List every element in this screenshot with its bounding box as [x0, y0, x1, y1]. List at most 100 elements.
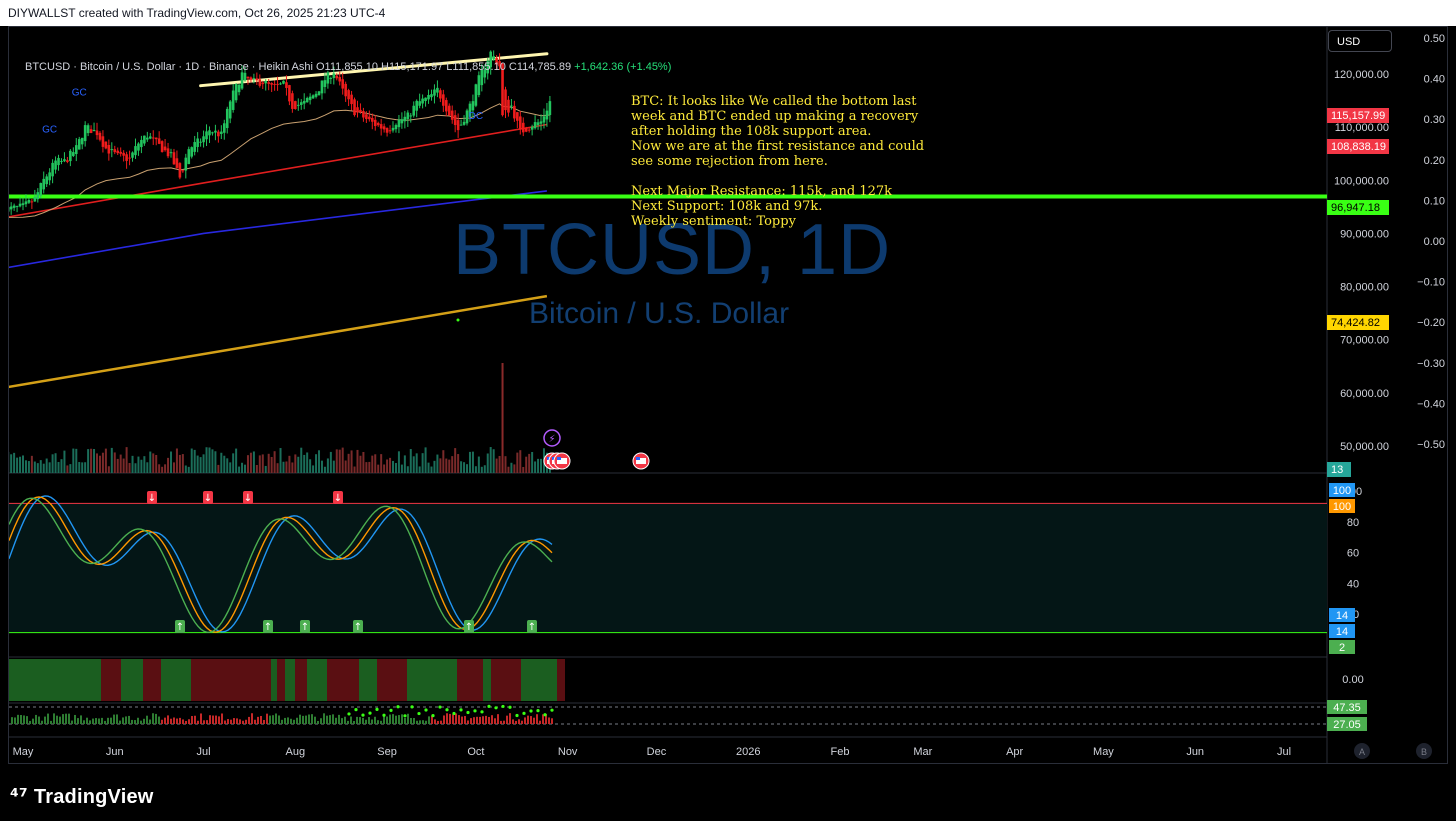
trend-band-segment [359, 659, 377, 701]
volume-bar [24, 460, 27, 473]
momentum-bar [101, 717, 103, 724]
momentum-bar [344, 716, 346, 724]
volume-bar [537, 458, 540, 473]
candle-body [237, 84, 241, 93]
volume-bar [170, 451, 173, 473]
momentum-bar [188, 719, 190, 724]
momentum-bar [158, 716, 160, 724]
candle-body [51, 162, 54, 177]
candle-body [264, 81, 268, 84]
volume-bar [412, 456, 415, 473]
candle-body [282, 80, 285, 84]
volume-bar [101, 452, 104, 473]
candle-body [148, 136, 152, 139]
momentum-bar [191, 716, 193, 724]
volume-bar [205, 447, 208, 473]
secondary-axis-tick: −0.10 [1417, 277, 1445, 289]
volume-bar [175, 448, 178, 473]
momentum-bar [89, 720, 91, 724]
candle-body [415, 100, 418, 111]
candle-body [442, 94, 445, 106]
candle-body [548, 101, 552, 116]
credit-text: DIYWALLST created with TradingView.com, … [8, 6, 386, 20]
candle-body [86, 125, 90, 134]
moving-average-line [9, 190, 547, 269]
volume-bar [498, 455, 501, 473]
candle-body [314, 93, 318, 97]
momentum-dot [536, 709, 540, 713]
momentum-bar [251, 713, 253, 724]
momentum-bar [215, 715, 217, 724]
volume-bar [421, 453, 424, 473]
candle-body [285, 82, 288, 88]
candle-body [288, 85, 291, 102]
candle-body [504, 89, 507, 111]
volume-bar [406, 466, 409, 473]
candle-body [160, 141, 164, 152]
momentum-dot [452, 711, 456, 716]
volume-bar [323, 466, 326, 473]
currency-button[interactable]: USD [1328, 30, 1392, 52]
momentum-bar [338, 714, 340, 724]
symbol-title[interactable]: BTCUSD · Bitcoin / U.S. Dollar · 1D · Bi… [25, 61, 313, 73]
volume-bar [454, 448, 457, 473]
candle-body [486, 61, 490, 74]
secondary-axis-tick: −0.20 [1417, 317, 1445, 329]
volume-bar [356, 449, 359, 473]
momentum-bar [545, 714, 547, 724]
volume-bar [392, 460, 395, 473]
candle-body [388, 130, 392, 132]
stoch-value-box [1329, 499, 1355, 513]
momentum-bar [506, 715, 508, 724]
secondary-axis-tick: −0.40 [1417, 398, 1445, 410]
candle-body [391, 127, 395, 131]
momentum-dot [424, 708, 428, 712]
candle-body [57, 157, 60, 166]
candle-body [516, 112, 519, 121]
volume-bar [208, 447, 211, 473]
volume-bar [495, 458, 498, 473]
momentum-bar [113, 714, 115, 724]
candle-body [220, 131, 223, 134]
momentum-bar [227, 719, 229, 724]
candle-body [462, 121, 466, 125]
volume-bar [226, 458, 229, 473]
momentum-bar [455, 713, 457, 724]
momentum-bar [17, 714, 19, 724]
momentum-bar [377, 720, 379, 724]
momentum-bar [95, 718, 97, 724]
trend-band-segment [483, 659, 491, 701]
candle-body [320, 80, 324, 94]
momentum-bar [317, 720, 319, 724]
candle-body [296, 104, 300, 106]
momentum-bar [200, 713, 202, 724]
candle-body [465, 110, 469, 124]
volume-bar [30, 455, 33, 473]
momentum-bar [44, 716, 46, 724]
scale-button-label: A [1359, 747, 1365, 757]
momentum-bar [482, 716, 484, 724]
momentum-bar [443, 715, 445, 724]
volume-bar [241, 462, 244, 473]
candle-body [530, 126, 534, 130]
momentum-dot [522, 711, 526, 715]
momentum-bar [116, 714, 118, 724]
momentum-bar [446, 713, 448, 724]
momentum-bar [527, 715, 529, 724]
momentum-bar [125, 716, 127, 724]
ohlc-legend[interactable]: BTCUSD · Bitcoin / U.S. Dollar · 1D · Bi… [25, 61, 671, 73]
momentum-bar [392, 714, 394, 724]
volume-bar [87, 449, 90, 473]
tradingview-logo[interactable]: ⁴⁷ TradingView [10, 784, 154, 809]
volume-bar [427, 462, 430, 473]
candle-body [258, 79, 262, 86]
price-label: 13 [1327, 462, 1351, 477]
chart-canvas[interactable]: GC GC DC ⚡ 120,000.00 110,000.00 100,000.00 90,… [9, 27, 1447, 763]
volume-bar [193, 449, 196, 473]
candle-body [433, 89, 436, 96]
candle-body [400, 119, 404, 124]
trend-band-segment [557, 659, 565, 701]
price-label: 74,424.82 [1327, 315, 1389, 330]
momentum-bar [314, 716, 316, 724]
chart-area[interactable]: GC GC DC ⚡ 120,000.00 110,000.00 100,000.00 90,… [8, 26, 1448, 764]
